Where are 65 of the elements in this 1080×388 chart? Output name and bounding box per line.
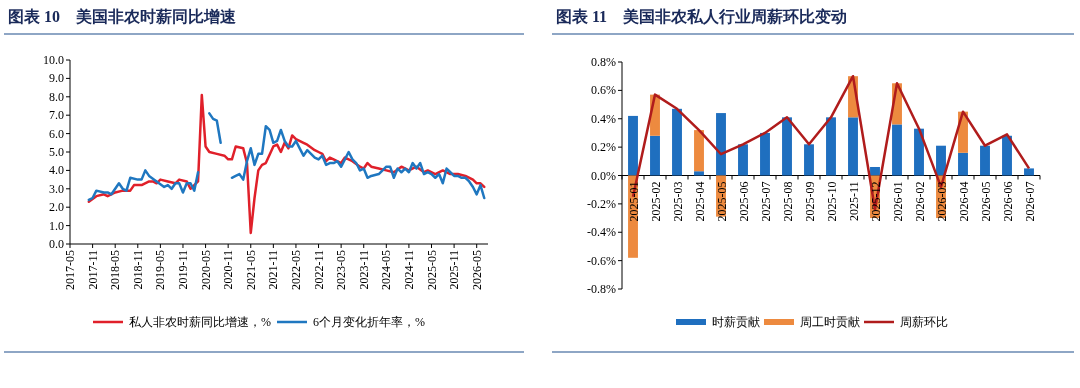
y-tick-label: 4.0 (49, 163, 64, 178)
x-tick-label: 2026-06 (1001, 181, 1015, 222)
y-tick-label: -0.6% (587, 253, 616, 268)
x-tick-label: 2026-02 (913, 181, 927, 222)
x-tick-label: 2017-05 (63, 250, 77, 290)
x-tick-label: 2025-10 (825, 181, 839, 222)
x-tick-label: 2025-03 (671, 181, 685, 222)
x-tick-label: 2025-05 (715, 181, 729, 222)
x-tick-label: 2021-05 (243, 250, 258, 290)
y-tick-label: 0.2% (591, 140, 616, 155)
y-tick-label: -0.2% (587, 196, 616, 211)
x-tick-label: 2024-05 (379, 250, 394, 290)
legend-label: 时薪贡献 (712, 315, 760, 329)
x-tick-label: 2022-05 (288, 250, 303, 290)
x-tick-label: 2025-11 (447, 250, 462, 290)
y-tick-label: 1.0 (49, 218, 64, 233)
legend-label: 周薪环比 (900, 315, 948, 329)
y-tick-label: -0.4% (587, 225, 616, 240)
y-tick-label: 0.8% (591, 55, 616, 69)
x-tick-label: 2025-11 (847, 181, 861, 222)
y-tick-label: 0.4% (591, 111, 616, 126)
x-tick-label: 2025-01 (627, 181, 641, 222)
chart-title: 图表 11 美国非农私人行业周薪环比变动 (556, 7, 848, 25)
x-tick-label: 2025-08 (781, 181, 795, 222)
y-tick-label: 6.0 (49, 126, 64, 141)
legend-label: 周工时贡献 (800, 315, 860, 329)
y-tick-label: 0.6% (591, 83, 616, 98)
x-tick-label: 2022-11 (311, 250, 326, 290)
x-tick-label: 2026-05 (979, 181, 993, 222)
x-tick-label: 2020-05 (198, 250, 213, 290)
x-tick-label: 2021-11 (266, 250, 281, 290)
legend-label: 私人非农时薪同比增速，% (129, 315, 271, 329)
y-tick-label: 0.0% (591, 168, 616, 183)
x-tick-label: 2018-11 (130, 250, 145, 290)
y-tick-label: 2.0 (49, 200, 64, 215)
y-tick-label: 3.0 (49, 181, 64, 196)
x-tick-label: 2025-09 (803, 181, 817, 222)
x-tick-label: 2026-03 (935, 181, 949, 222)
x-tick-label: 2025-02 (649, 181, 663, 222)
y-tick-label: 7.0 (49, 108, 64, 123)
x-tick-label: 2018-05 (108, 250, 123, 290)
x-tick-label: 2019-11 (175, 250, 190, 290)
x-tick-label: 2026-05 (469, 250, 484, 290)
y-tick-label: 10.0 (43, 53, 64, 67)
x-tick-label: 2026-04 (957, 181, 971, 222)
x-tick-label: 2026-07 (1023, 181, 1037, 222)
x-tick-label: 2017-11 (85, 250, 100, 290)
x-tick-label: 2025-04 (693, 181, 707, 222)
y-tick-label: -0.8% (587, 282, 616, 296)
x-tick-label: 2023-11 (356, 250, 371, 290)
x-tick-label: 2024-11 (401, 250, 416, 290)
y-tick-label: 9.0 (49, 71, 64, 86)
x-tick-label: 2020-11 (221, 250, 236, 290)
legend-label: 6个月变化折年率，% (313, 315, 425, 329)
y-tick-label: 8.0 (49, 89, 64, 104)
x-tick-label: 2019-05 (153, 250, 168, 290)
x-tick-label: 2025-12 (869, 181, 883, 222)
x-tick-label: 2023-05 (334, 250, 349, 290)
x-tick-label: 2026-01 (891, 181, 905, 222)
x-tick-label: 2025-07 (759, 181, 773, 222)
x-tick-label: 2025-06 (737, 181, 751, 222)
chart-title: 图表 10 美国非农时薪同比增速 (8, 7, 237, 25)
y-tick-label: 0.0 (49, 237, 64, 251)
y-tick-label: 5.0 (49, 145, 64, 159)
x-tick-label: 2025-05 (424, 250, 439, 290)
